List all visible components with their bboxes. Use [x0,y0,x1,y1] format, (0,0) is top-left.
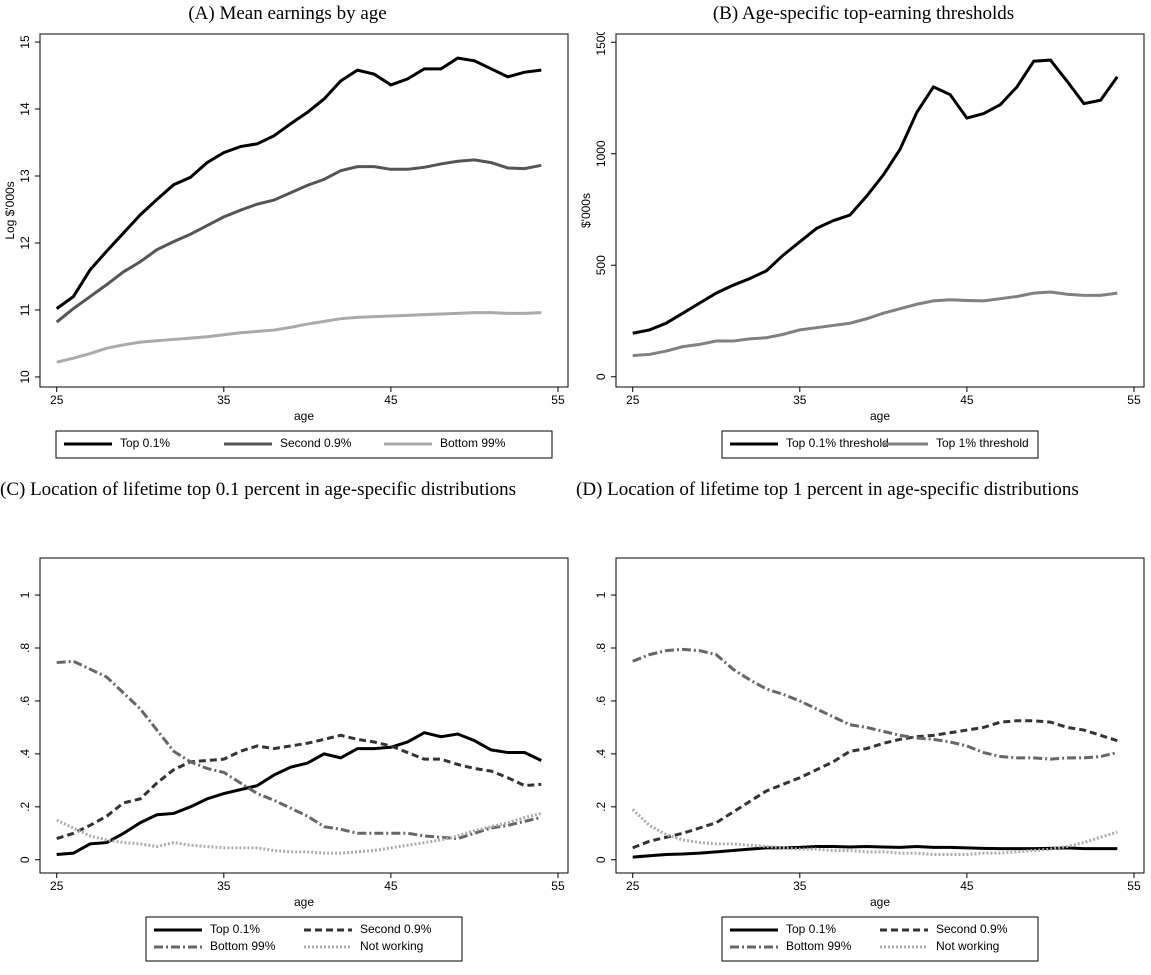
plot-frame [39,557,569,874]
x-tick-label: 25 [626,879,640,893]
chart: 0 .2 .4 .6 .8 1 25 35 45 55 age Top 0.1% Second 0.9%… [594,557,1145,962]
y-tick-label: 15 [18,35,32,49]
x-axis-label: age [870,895,890,909]
panel-title: (B) Age-specific top-earning thresholds [712,3,1015,24]
series-line [55,158,542,324]
legend-label: Not working [360,939,423,953]
y-tick-label: .4 [594,749,608,759]
x-tick-label: 55 [551,393,565,407]
panel-title: (D) Location of lifetime top 1 percent i… [576,479,1079,500]
x-tick-label: 45 [960,393,974,407]
panel-title: (C) Location of lifetime top 0.1 percent… [0,479,517,500]
legend-label: Second 0.9% [936,922,1008,936]
panel: (A) Mean earnings by age 10 11 12 13 14 15 25 35… [0,0,575,472]
plot-frame [39,33,569,388]
legend-label: Second 0.9% [280,436,352,450]
panel: (C) Location of lifetime top 0.1 percent… [0,476,575,975]
y-tick-label: .8 [594,643,608,653]
y-tick-label: .6 [594,696,608,706]
series-line [56,731,542,856]
legend-label: Top 1% threshold [936,436,1029,450]
x-tick-label: 25 [50,393,64,407]
legend-label: Second 0.9% [360,922,432,936]
y-tick-label: .2 [594,801,608,811]
chart: 0 500 1000 1500 25 35 45 55 age $'000s Top 0.1% th… [579,32,1145,459]
series-line [631,808,1118,856]
legend-label: Top 0.1% [210,922,260,936]
y-tick-label: 1 [594,591,608,598]
x-tick-label: 55 [1127,879,1141,893]
y-tick-label: 11 [18,303,32,316]
y-tick-label: .2 [18,801,32,811]
legend-box [721,916,1039,962]
y-tick-label: 12 [18,236,32,250]
y-tick-label: .6 [18,696,32,706]
y-tick-label: 500 [594,255,608,275]
y-tick-label: 14 [18,102,32,116]
y-axis-label: $'000s [579,193,593,228]
x-tick-label: 35 [217,393,231,407]
series-line [56,311,542,364]
x-axis-label: age [294,409,314,423]
y-tick-label: .4 [18,749,32,759]
legend-label: Top 0.1% threshold [786,436,889,450]
y-tick-label: 10 [18,370,32,384]
series-line [632,845,1118,859]
x-tick-label: 45 [384,393,398,407]
series-line [632,719,1118,850]
y-tick-label: 0 [18,856,32,863]
legend-label: Top 0.1% [786,922,836,936]
series-line [632,58,1119,335]
legend-box [145,916,463,962]
x-tick-label: 35 [217,879,231,893]
plot-frame [615,557,1145,874]
x-tick-label: 25 [50,879,64,893]
y-tick-label: 1 [18,591,32,598]
x-tick-label: 45 [960,879,974,893]
y-tick-label: 0 [594,856,608,863]
y-tick-label: 13 [18,169,32,183]
legend-label: Bottom 99% [786,939,852,953]
plot-frame [615,33,1145,388]
x-tick-label: 55 [1127,393,1141,407]
legend-label: Top 0.1% [120,436,170,450]
chart: 0 .2 .4 .6 .8 1 25 35 45 55 age Top 0.1% Second 0.9%… [18,557,569,962]
x-tick-label: 25 [626,393,640,407]
series-line [632,290,1118,358]
y-axis-label: Log $'000s [3,181,17,239]
y-tick-label: 0 [594,373,608,380]
x-tick-label: 45 [384,879,398,893]
legend-label: Bottom 99% [440,436,506,450]
panel-title: (A) Mean earnings by age [188,3,387,24]
legend-label: Not working [936,939,999,953]
series-line [56,733,542,841]
legend-box [55,430,553,459]
panel: (D) Location of lifetime top 1 percent i… [576,476,1151,975]
y-tick-label: 1000 [594,140,608,167]
series-line [56,811,542,855]
y-tick-label: .8 [18,643,32,653]
x-tick-label: 35 [793,879,807,893]
x-axis-label: age [294,895,314,909]
legend-label: Bottom 99% [210,939,276,953]
x-tick-label: 55 [551,879,565,893]
x-axis-label: age [870,409,890,423]
x-tick-label: 35 [793,393,807,407]
y-tick-label: 1500 [594,32,608,56]
chart: 10 11 12 13 14 15 25 35 45 55 age Log $'000s Top 0.1… [3,33,569,459]
series-line [56,659,542,841]
series-line [632,647,1118,761]
panel: (B) Age-specific top-earning thresholds 0… [576,0,1151,472]
series-line [55,56,542,310]
